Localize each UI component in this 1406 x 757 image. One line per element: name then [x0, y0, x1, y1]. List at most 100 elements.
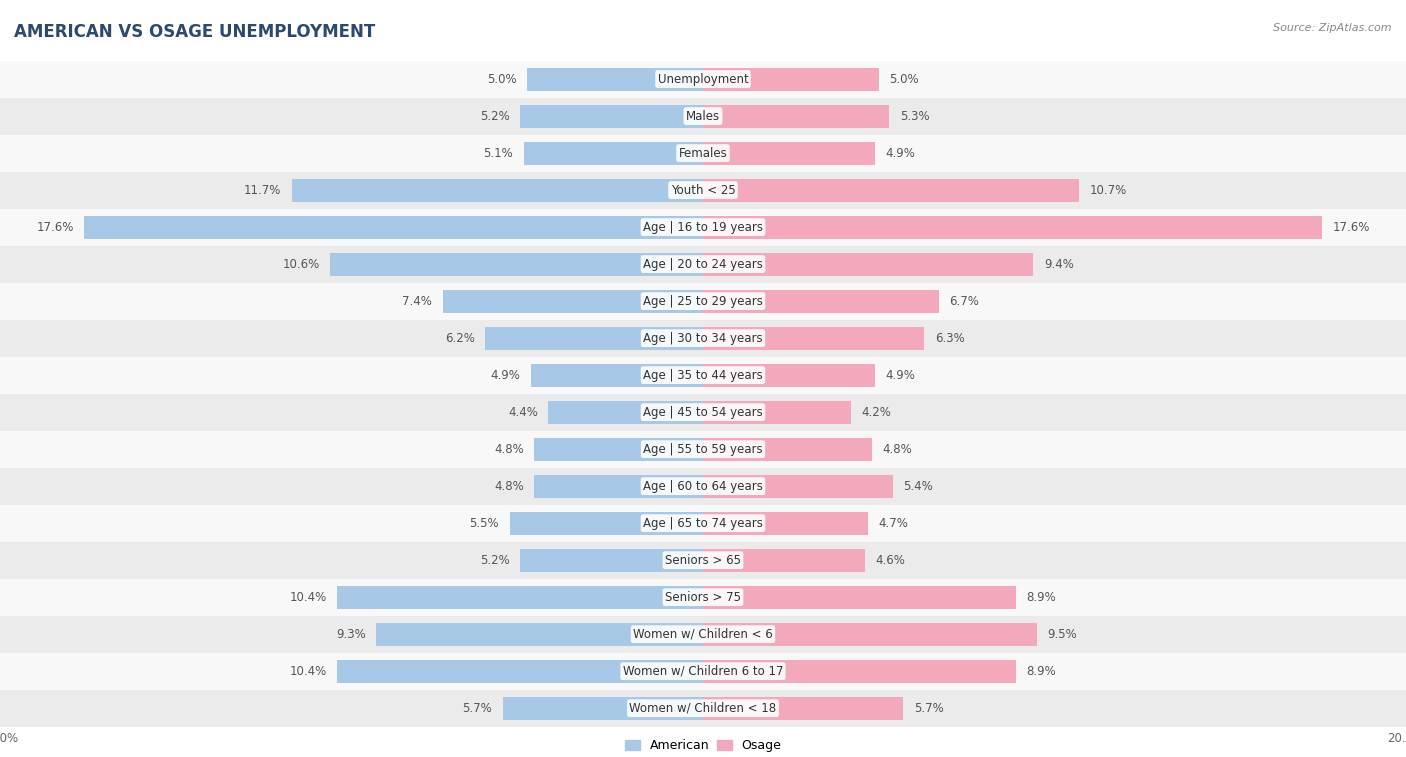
- Bar: [703, 67, 879, 91]
- Text: 7.4%: 7.4%: [402, 294, 433, 307]
- Text: Females: Females: [679, 147, 727, 160]
- Text: Unemployment: Unemployment: [658, 73, 748, 86]
- Bar: [524, 142, 703, 164]
- Bar: [703, 586, 1015, 609]
- Text: Males: Males: [686, 110, 720, 123]
- Text: Age | 35 to 44 years: Age | 35 to 44 years: [643, 369, 763, 382]
- Bar: [703, 179, 1080, 201]
- Text: 17.6%: 17.6%: [37, 220, 73, 234]
- Text: 5.2%: 5.2%: [479, 110, 510, 123]
- Bar: [0, 394, 1406, 431]
- Bar: [703, 438, 872, 460]
- Text: AMERICAN VS OSAGE UNEMPLOYMENT: AMERICAN VS OSAGE UNEMPLOYMENT: [14, 23, 375, 41]
- Text: 5.0%: 5.0%: [486, 73, 517, 86]
- Bar: [0, 61, 1406, 98]
- Bar: [534, 475, 703, 497]
- Text: 4.8%: 4.8%: [883, 443, 912, 456]
- Bar: [527, 67, 703, 91]
- Text: 4.8%: 4.8%: [494, 480, 524, 493]
- Bar: [0, 505, 1406, 542]
- Text: Seniors > 75: Seniors > 75: [665, 590, 741, 603]
- Text: Age | 25 to 29 years: Age | 25 to 29 years: [643, 294, 763, 307]
- Legend: American, Osage: American, Osage: [620, 734, 786, 757]
- Text: Youth < 25: Youth < 25: [671, 184, 735, 197]
- Text: 4.2%: 4.2%: [860, 406, 891, 419]
- Bar: [703, 623, 1038, 646]
- Bar: [520, 549, 703, 572]
- Text: Age | 30 to 34 years: Age | 30 to 34 years: [643, 332, 763, 344]
- Text: 9.4%: 9.4%: [1043, 257, 1074, 270]
- Text: Seniors > 65: Seniors > 65: [665, 553, 741, 567]
- Bar: [0, 431, 1406, 468]
- Text: 9.5%: 9.5%: [1047, 628, 1077, 640]
- Text: 4.9%: 4.9%: [886, 369, 915, 382]
- Bar: [703, 253, 1033, 276]
- Bar: [0, 542, 1406, 578]
- Bar: [510, 512, 703, 534]
- Bar: [703, 216, 1322, 238]
- Bar: [531, 363, 703, 387]
- Text: Age | 60 to 64 years: Age | 60 to 64 years: [643, 480, 763, 493]
- Text: 8.9%: 8.9%: [1026, 590, 1056, 603]
- Bar: [330, 253, 703, 276]
- Text: 5.2%: 5.2%: [479, 553, 510, 567]
- Text: Women w/ Children < 18: Women w/ Children < 18: [630, 702, 776, 715]
- Text: 5.7%: 5.7%: [914, 702, 943, 715]
- Text: 17.6%: 17.6%: [1333, 220, 1369, 234]
- Bar: [292, 179, 703, 201]
- Text: 5.4%: 5.4%: [904, 480, 934, 493]
- Text: 5.3%: 5.3%: [900, 110, 929, 123]
- Bar: [0, 578, 1406, 615]
- Text: Source: ZipAtlas.com: Source: ZipAtlas.com: [1274, 23, 1392, 33]
- Text: 6.3%: 6.3%: [935, 332, 965, 344]
- Bar: [443, 290, 703, 313]
- Text: Age | 45 to 54 years: Age | 45 to 54 years: [643, 406, 763, 419]
- Text: 4.4%: 4.4%: [508, 406, 537, 419]
- Text: Women w/ Children 6 to 17: Women w/ Children 6 to 17: [623, 665, 783, 678]
- Bar: [703, 475, 893, 497]
- Bar: [0, 209, 1406, 245]
- Bar: [337, 660, 703, 683]
- Bar: [0, 135, 1406, 172]
- Bar: [0, 615, 1406, 653]
- Text: 4.9%: 4.9%: [491, 369, 520, 382]
- Bar: [703, 142, 875, 164]
- Text: 6.7%: 6.7%: [949, 294, 979, 307]
- Bar: [0, 172, 1406, 209]
- Bar: [703, 104, 889, 127]
- Bar: [0, 690, 1406, 727]
- Bar: [534, 438, 703, 460]
- Bar: [703, 696, 904, 720]
- Text: 5.5%: 5.5%: [470, 517, 499, 530]
- Bar: [703, 660, 1015, 683]
- Text: Age | 20 to 24 years: Age | 20 to 24 years: [643, 257, 763, 270]
- Text: 4.7%: 4.7%: [879, 517, 908, 530]
- Text: 4.6%: 4.6%: [875, 553, 905, 567]
- Text: 4.8%: 4.8%: [494, 443, 524, 456]
- Bar: [375, 623, 703, 646]
- Text: 5.7%: 5.7%: [463, 702, 492, 715]
- Text: 6.2%: 6.2%: [444, 332, 475, 344]
- Text: 5.0%: 5.0%: [889, 73, 920, 86]
- Bar: [0, 319, 1406, 357]
- Text: 9.3%: 9.3%: [336, 628, 366, 640]
- Text: 5.1%: 5.1%: [484, 147, 513, 160]
- Text: 11.7%: 11.7%: [243, 184, 281, 197]
- Text: 10.6%: 10.6%: [283, 257, 321, 270]
- Text: 10.4%: 10.4%: [290, 590, 326, 603]
- Bar: [0, 245, 1406, 282]
- Text: Age | 55 to 59 years: Age | 55 to 59 years: [643, 443, 763, 456]
- Text: 10.7%: 10.7%: [1090, 184, 1126, 197]
- Text: Age | 65 to 74 years: Age | 65 to 74 years: [643, 517, 763, 530]
- Bar: [520, 104, 703, 127]
- Bar: [503, 696, 703, 720]
- Text: 8.9%: 8.9%: [1026, 665, 1056, 678]
- Bar: [84, 216, 703, 238]
- Bar: [548, 400, 703, 424]
- Bar: [0, 282, 1406, 319]
- Bar: [703, 363, 875, 387]
- Bar: [0, 98, 1406, 135]
- Bar: [703, 549, 865, 572]
- Bar: [0, 357, 1406, 394]
- Bar: [703, 290, 939, 313]
